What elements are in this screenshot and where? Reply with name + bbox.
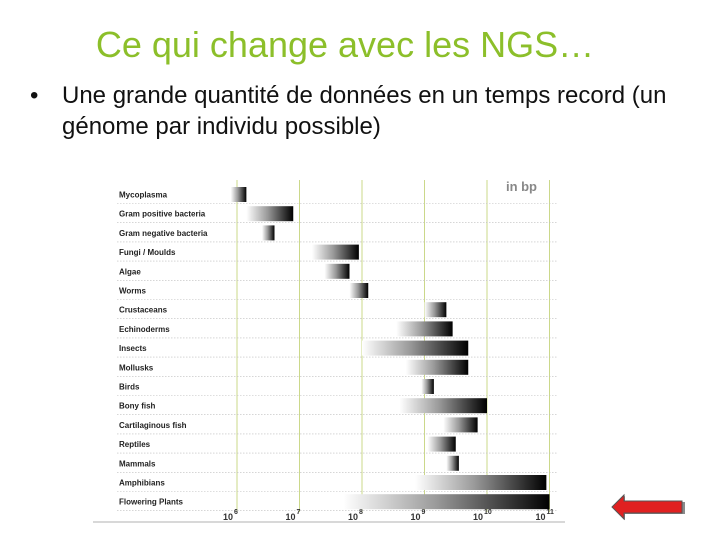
x-tick-base: 10	[348, 512, 358, 522]
category-label: Cartilaginous fish	[119, 421, 187, 430]
bullet-symbol: •	[30, 82, 39, 109]
category-label: Reptiles	[119, 440, 151, 449]
bullet-text: Une grande quantité de données en un tem…	[62, 82, 667, 140]
bar-mycoplasma	[230, 187, 247, 202]
bar-bony-fish	[399, 398, 487, 414]
category-label: Bony fish	[119, 402, 156, 411]
x-tick-base: 10	[285, 512, 295, 522]
category-label: Mycoplasma	[119, 191, 168, 200]
category-label: Flowering Plants	[119, 498, 184, 507]
x-tick-base: 10	[410, 512, 420, 522]
category-label: Gram positive bacteria	[119, 210, 206, 219]
category-label: Insects	[119, 344, 147, 353]
bar-mammals	[446, 455, 459, 471]
bar-flowering-plants	[343, 494, 550, 510]
bar-gram-negative-bacteria	[262, 225, 275, 241]
category-label: Mammals	[119, 459, 156, 468]
category-label: Crustaceans	[119, 306, 168, 315]
left-arrow-icon[interactable]	[610, 492, 686, 522]
x-tick-base: 10	[223, 512, 233, 522]
x-tick-exp: 11	[547, 509, 555, 516]
slide-title: Ce qui change avec les NGS…	[95, 24, 595, 65]
x-tick-base: 10	[473, 512, 483, 522]
bar-mollusks	[405, 359, 469, 375]
bar-birds	[421, 379, 434, 394]
x-tick-exp: 7	[297, 509, 301, 516]
bar-cartilaginous-fish	[443, 417, 478, 433]
x-tick-exp: 6	[234, 509, 238, 516]
category-label: Amphibians	[119, 479, 165, 488]
unit-label: in bp	[506, 179, 537, 194]
category-label: Algae	[119, 267, 141, 276]
x-tick-exp: 8	[359, 509, 363, 516]
bar-gram-positive-bacteria	[246, 206, 294, 222]
x-tick-base: 10	[535, 512, 545, 522]
category-label: Gram negative bacteria	[119, 229, 208, 238]
category-label: Fungi / Moulds	[119, 248, 176, 257]
bar-amphibians	[415, 475, 547, 490]
category-label: Birds	[119, 383, 140, 392]
category-label: Worms	[119, 287, 147, 296]
category-label: Echinoderms	[119, 325, 170, 334]
x-tick-exp: 9	[422, 509, 426, 516]
x-tick-exp: 10	[484, 509, 492, 516]
bar-reptiles	[427, 436, 456, 452]
bar-echinoderms	[396, 321, 453, 337]
bar-algae	[324, 263, 350, 279]
bar-fungi-moulds	[312, 244, 359, 260]
category-label: Mollusks	[119, 363, 154, 372]
bar-crustaceans	[424, 302, 447, 318]
bar-insects	[362, 340, 469, 356]
bar-worms	[349, 283, 369, 298]
